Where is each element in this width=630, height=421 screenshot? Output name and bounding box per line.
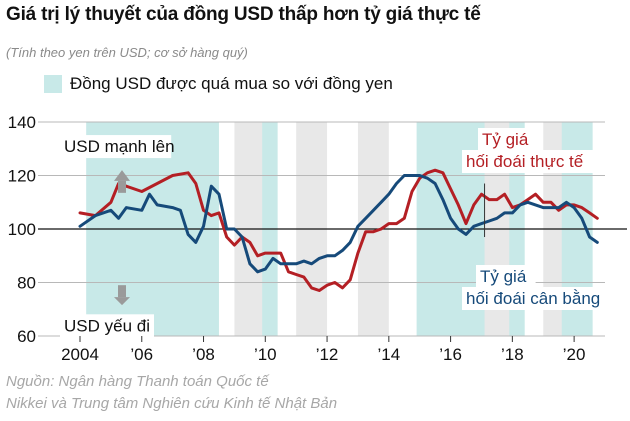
- legend-label: Đồng USD được quá mua so với đồng yen: [70, 74, 393, 93]
- annotation-actual-label-2-bg: [462, 150, 608, 173]
- arrow-up-icon: [118, 180, 126, 193]
- x-tick-label: ’12: [316, 345, 339, 364]
- annotation-actual-label-2: hối đoái thực tế: [466, 152, 584, 171]
- annotation-actual-label-1-bg: [478, 128, 538, 151]
- x-tick-label: ’20: [563, 345, 586, 364]
- annotation-eq-label-1: Tỷ giá: [480, 267, 527, 286]
- arrow-down-head-icon: [114, 297, 130, 306]
- chart-title: Giá trị lý thuyết của đồng USD thấp hơn …: [6, 4, 481, 25]
- y-tick-label: 100: [8, 220, 36, 239]
- annotation-usd-up: USD mạnh lên: [64, 137, 175, 156]
- x-tick-label: ’10: [254, 345, 277, 364]
- equilibrium-rate-line: [78, 174, 599, 274]
- y-tick-label: 120: [8, 167, 36, 186]
- annotation-usd-down: USD yếu đi: [64, 316, 150, 335]
- x-tick-label: ’18: [501, 345, 524, 364]
- y-tick-label: 60: [17, 327, 36, 346]
- x-tick-label: ’16: [439, 345, 462, 364]
- annotation-eq-label-1-bg: [476, 265, 536, 288]
- annotation-actual-label-1: Tỷ giá: [482, 130, 529, 149]
- annotation-eq-label-2: hối đoái cân bằng: [466, 289, 600, 308]
- y-tick-label: 140: [8, 113, 36, 132]
- legend: Đồng USD được quá mua so với đồng yen: [44, 74, 393, 94]
- x-tick-label: ’14: [377, 345, 400, 364]
- arrow-down-icon: [118, 285, 126, 298]
- chart-subtitle: (Tính theo yen trên USD; cơ sở hàng quý): [6, 45, 248, 60]
- annotation-usd-down-bg: [60, 314, 154, 338]
- arrow-up-head-icon: [114, 170, 130, 181]
- x-tick-label: ’06: [130, 345, 153, 364]
- x-tick-label: ’08: [192, 345, 215, 364]
- y-tick-label: 80: [17, 274, 36, 293]
- x-tick-label: 2004: [61, 345, 99, 364]
- legend-swatch: [44, 75, 62, 93]
- annotation-usd-up-bg: [60, 135, 172, 159]
- source-line-1: Nguồn: Ngân hàng Thanh toán Quốc tế: [6, 373, 269, 390]
- source-line-2: Nikkei và Trung tâm Nghiên cứu Kinh tế N…: [6, 395, 338, 412]
- annotation-eq-label-2-bg: [462, 287, 617, 310]
